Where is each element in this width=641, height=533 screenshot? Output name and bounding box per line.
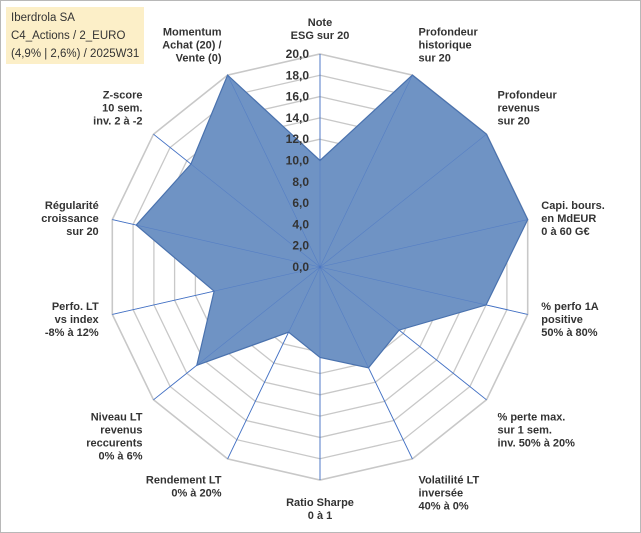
axis-label-line: revenus xyxy=(100,425,142,437)
axis-label: Régularité croissance sur 20 xyxy=(41,200,98,238)
radar-spoke-overlay xyxy=(319,219,528,268)
axis-label: Profondeur historique sur 20 xyxy=(419,27,479,65)
axis-label-line: 0% à 6% xyxy=(98,451,142,463)
axis-label-line: historique xyxy=(419,40,472,52)
axis-label: Rendement LT 0% à 20% xyxy=(146,475,222,500)
axis-label: Profondeur revenus sur 20 xyxy=(498,90,558,128)
axis-label-line: Profondeur xyxy=(419,27,479,39)
axis-label-line: sur 20 xyxy=(419,53,451,65)
radial-tick-label: 0,0 xyxy=(292,260,309,274)
axis-label-line: Perfo. LT xyxy=(52,301,99,313)
axis-label-line: Régularité xyxy=(45,200,99,212)
radar-spoke-overlay xyxy=(319,266,487,401)
axis-label-line: Achat (20) / xyxy=(162,40,221,52)
axis-label-line: inv. 2 à -2 xyxy=(93,116,142,128)
axis-label: Capi. bours. en MdEUR 0 à 60 G€ xyxy=(541,200,605,238)
axis-label-line: Profondeur xyxy=(498,90,558,102)
series-area xyxy=(135,74,529,369)
axis-label-line: % perfo 1A xyxy=(541,301,599,313)
radial-tick-label: 8,0 xyxy=(292,175,309,189)
axis-label-line: 50% à 80% xyxy=(541,327,597,339)
radial-tick-label: 18,0 xyxy=(286,68,310,82)
radial-tick-labels: 0,0 2,0 4,0 6,0 8,0 10,0 12,0 14,0 16,0 18,0 20,0 xyxy=(286,47,310,274)
axis-label-line: positive xyxy=(541,314,583,326)
axis-label: Perfo. LT vs index -8% à 12% xyxy=(45,301,100,339)
radar-spoke-overlay xyxy=(153,266,321,401)
radial-tick-label: 10,0 xyxy=(286,154,310,168)
axis-label-line: Z-score xyxy=(103,90,143,102)
axis-label-line: sur 20 xyxy=(498,116,530,128)
axis-label: Note ESG sur 20 xyxy=(291,17,350,42)
axis-label: Niveau LT revenus reccurents 0% à 6% xyxy=(86,412,143,463)
radar-spoke-overlay xyxy=(319,266,413,460)
axis-label-line: revenus xyxy=(498,103,540,115)
title-company: Iberdrola SA xyxy=(11,12,75,24)
axis-label-line: inversée xyxy=(419,488,464,500)
title-category: C4_Actions / 2_EURO xyxy=(11,30,126,42)
radial-tick-label: 14,0 xyxy=(286,111,310,125)
axis-label-line: % perte max. xyxy=(498,412,566,424)
radar-series xyxy=(112,54,529,480)
axis-label-line: sur 20 xyxy=(66,226,98,238)
axis-label-line: reccurents xyxy=(86,438,142,450)
radial-tick-label: 16,0 xyxy=(286,90,310,104)
axis-label: Ratio Sharpe 0 à 1 xyxy=(286,497,354,522)
radar-spoke-overlay xyxy=(319,266,528,315)
axis-label-line: Rendement LT xyxy=(146,475,222,487)
axis-label-line: -8% à 12% xyxy=(45,327,99,339)
radial-tick-label: 20,0 xyxy=(286,47,310,61)
axis-label-line: 0 à 1 xyxy=(308,510,332,522)
radar-spoke-overlay xyxy=(112,266,321,315)
axis-label-line: Ratio Sharpe xyxy=(286,497,354,509)
axis-label-line: 10 sem. xyxy=(102,103,142,115)
radar-spoke-overlay xyxy=(319,74,413,268)
radar-spoke-overlay xyxy=(227,266,321,460)
axis-labels: Note ESG sur 20 Profondeur historique sur 20… xyxy=(41,17,605,522)
axis-label-line: croissance xyxy=(41,213,98,225)
axis-label-line: vs index xyxy=(55,314,100,326)
radial-tick-label: 6,0 xyxy=(292,196,309,210)
radar-spoke-overlay xyxy=(319,133,487,268)
axis-label-line: sur 1 sem. xyxy=(498,425,552,437)
radial-tick-label: 4,0 xyxy=(292,217,309,231)
axis-label: % perte max. sur 1 sem. inv. 50% à 20% xyxy=(498,412,576,450)
radial-tick-label: 2,0 xyxy=(292,239,309,253)
axis-label-line: Note xyxy=(308,17,332,29)
axis-label-line: en MdEUR xyxy=(541,213,596,225)
axis-label-line: Momentum xyxy=(163,27,222,39)
radar-spoke-overlay xyxy=(153,133,321,268)
axis-label-line: 40% à 0% xyxy=(419,501,469,513)
axis-label-line: Vente (0) xyxy=(176,53,222,65)
title-period: (4,9% | 2,6%) / 2025W31 xyxy=(11,48,140,60)
axis-label-line: 0 à 60 G€ xyxy=(541,226,589,238)
radar-spoke-overlay xyxy=(112,219,321,268)
axis-label-line: Volatilité LT xyxy=(419,475,480,487)
radial-tick-label: 12,0 xyxy=(286,132,310,146)
axis-label: Volatilité LT inversée 40% à 0% xyxy=(419,475,480,513)
axis-label: Z-score 10 sem. inv. 2 à -2 xyxy=(93,90,142,128)
axis-label: % perfo 1A positive 50% à 80% xyxy=(541,301,599,339)
axis-label: Momentum Achat (20) / Vente (0) xyxy=(162,27,222,65)
chart-title-box: Iberdrola SA C4_Actions / 2_EURO (4,9% |… xyxy=(6,7,144,64)
radar-spoke-overlay xyxy=(227,74,321,268)
axis-label-line: Capi. bours. xyxy=(541,200,605,212)
axis-label-line: Niveau LT xyxy=(91,412,143,424)
axis-label-line: 0% à 20% xyxy=(171,488,221,500)
axis-label-line: ESG sur 20 xyxy=(291,30,350,42)
axis-label-line: inv. 50% à 20% xyxy=(498,438,576,450)
